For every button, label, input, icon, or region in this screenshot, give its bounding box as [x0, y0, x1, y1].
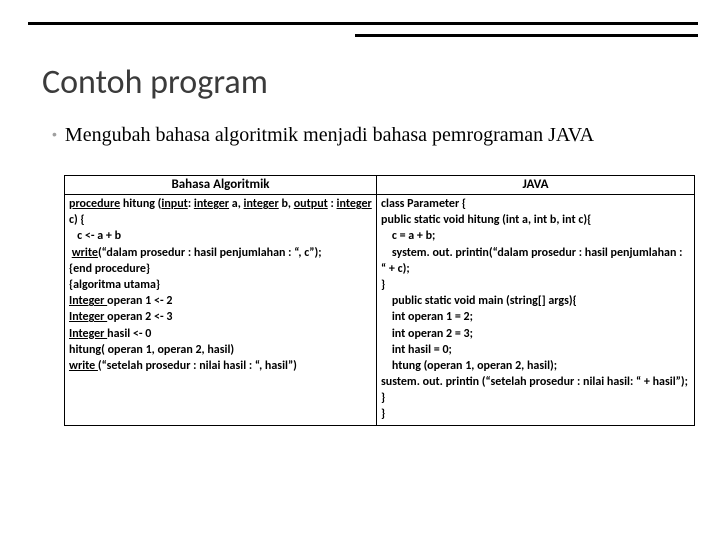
table-header-row: Bahasa Algoritmik JAVA: [65, 176, 695, 195]
code-line: }: [381, 390, 690, 406]
code-line: {algoritma utama}: [69, 277, 372, 293]
bullet-text: • Mengubah bahasa algoritmik menjadi baha…: [52, 124, 690, 148]
code-line: int operan 2 = 3;: [381, 326, 690, 342]
header-algoritmik: Bahasa Algoritmik: [65, 176, 377, 195]
code-line: {end procedure}: [69, 261, 372, 277]
code-line: int hasil = 0;: [381, 342, 690, 358]
code-comparison-table: Bahasa Algoritmik JAVA procedure hitung …: [64, 175, 695, 426]
code-line: public static void hitung (int a, int b,…: [381, 212, 690, 228]
code-line: int operan 1 = 2;: [381, 309, 690, 325]
code-line: Integer operan 2 <- 3: [69, 309, 372, 325]
code-line: htung (operan 1, operan 2, hasil);: [381, 358, 690, 374]
code-line: write(“dalam prosedur : hasil penjumlaha…: [69, 245, 372, 261]
code-line: }: [381, 406, 690, 422]
divider-rule-secondary: [355, 34, 698, 37]
page-title: Contoh program: [42, 62, 268, 103]
code-line: procedure hitung (input: integer a, inte…: [69, 196, 372, 228]
divider-rule-top: [28, 22, 698, 25]
table-body-row: procedure hitung (input: integer a, inte…: [65, 195, 695, 426]
code-line: class Parameter {: [381, 196, 690, 212]
header-java: JAVA: [377, 176, 695, 195]
cell-algoritmik: procedure hitung (input: integer a, inte…: [65, 195, 377, 426]
bullet-dot-icon: •: [52, 126, 57, 142]
code-line: hitung( operan 1, operan 2, hasil): [69, 342, 372, 358]
code-line: c <- a + b: [69, 228, 372, 244]
cell-java: class Parameter {public static void hitu…: [377, 195, 695, 426]
bullet-content: Mengubah bahasa algoritmik menjadi bahas…: [65, 124, 594, 146]
code-line: Integer hasil <- 0: [69, 326, 372, 342]
code-line: system. out. printin(“dalam prosedur : h…: [381, 245, 690, 277]
code-line: Integer operan 1 <- 2: [69, 293, 372, 309]
code-line: public static void main (string[] args){: [381, 293, 690, 309]
code-line: }: [381, 277, 690, 293]
code-line: c = a + b;: [381, 228, 690, 244]
code-line: write (“setelah prosedur : nilai hasil :…: [69, 358, 372, 374]
code-line: sustem. out. printin (“setelah prosedur …: [381, 374, 690, 390]
